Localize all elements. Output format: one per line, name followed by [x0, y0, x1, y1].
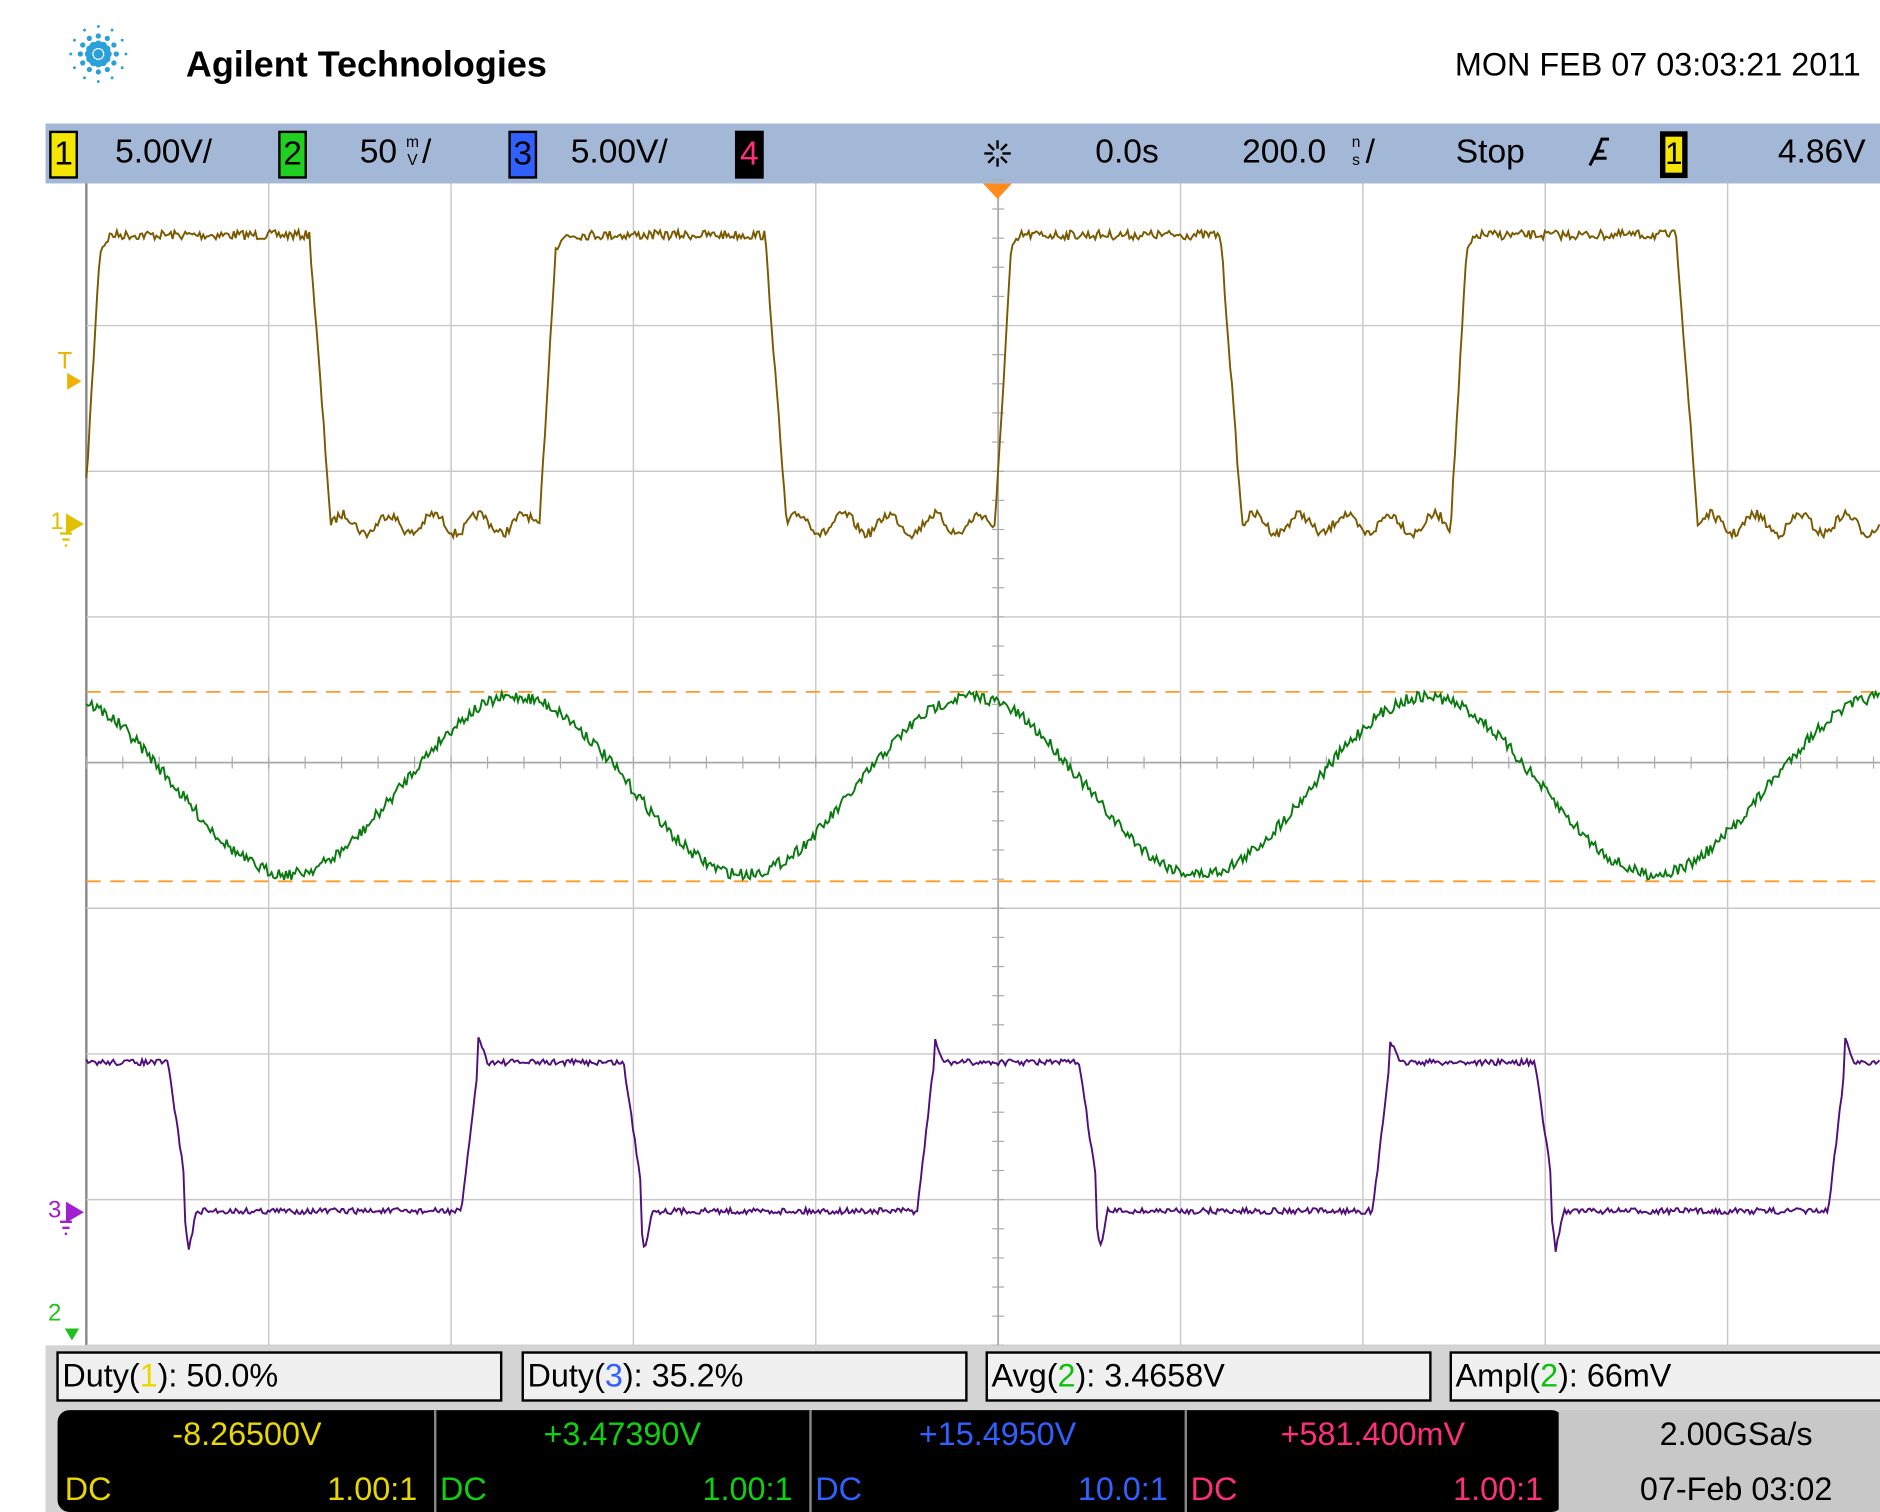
sample-rate: 2.00GSa/s [1660, 1416, 1813, 1452]
logo-dot [87, 36, 92, 41]
ch1-number: 1 [54, 136, 73, 173]
time-unit-top: n [1352, 134, 1361, 151]
ch3-scale: 5.00V/ [571, 133, 669, 170]
ch2-unit-top: m [406, 134, 419, 151]
logo-dot [105, 36, 110, 41]
measurement-result: ): 66mV [1558, 1357, 1672, 1393]
run-state[interactable]: Stop [1456, 133, 1525, 170]
ch2-unit-bottom: V [407, 152, 418, 169]
ch4-number: 4 [740, 136, 759, 173]
logo-dot [87, 67, 92, 72]
logo-dot [111, 42, 116, 47]
channel-probe: 1.00:1 [703, 1471, 793, 1507]
measurement-label: Duty( [528, 1357, 606, 1393]
logo-dot [69, 53, 72, 56]
logo-dot [103, 45, 111, 53]
measurement: Avg(2): 3.4658V [992, 1357, 1226, 1393]
logo-dot [97, 25, 100, 28]
measurement-channel: 3 [605, 1357, 623, 1393]
measurement-result: ): 3.4658V [1076, 1357, 1226, 1393]
time-unit-bottom: s [1352, 152, 1360, 169]
ch2-suffix: / [422, 133, 432, 170]
channel-coupling: DC [440, 1471, 487, 1507]
ch2-scale: 50 [360, 133, 397, 170]
measurement-label: Ampl( [1456, 1357, 1541, 1393]
logo-dot [96, 69, 101, 74]
trigger-level: 4.86V [1778, 133, 1866, 170]
logo-dot [96, 33, 101, 38]
logo-dot [111, 60, 116, 65]
measurement: Duty(1): 50.0% [62, 1357, 278, 1393]
datetime: MON FEB 07 03:03:21 2011 [1455, 47, 1861, 83]
logo-dot [111, 29, 114, 32]
channel-probe: 1.00:1 [1453, 1471, 1543, 1507]
page: Agilent Technologies MON FEB 07 03:03:21… [0, 0, 1880, 1512]
scope-screen: Agilent Technologies MON FEB 07 03:03:21… [0, 0, 1880, 1512]
measurement-channel: 2 [1058, 1357, 1076, 1393]
logo-dot [83, 29, 86, 32]
ch3-number: 3 [513, 136, 532, 173]
measurement: Duty(3): 35.2% [528, 1357, 744, 1393]
measurement-label: Duty( [62, 1357, 140, 1393]
measurement: Ampl(2): 66mV [1456, 1357, 1672, 1393]
channel-value: +3.47390V [544, 1416, 702, 1452]
logo-dot [121, 66, 124, 69]
ch2-ground-marker: 2 [48, 1299, 61, 1326]
measurement-result: ): 50.0% [158, 1357, 279, 1393]
brand: Agilent Technologies [186, 44, 547, 85]
channel-coupling: DC [1191, 1471, 1238, 1507]
measurement-channel: 2 [1540, 1357, 1558, 1393]
logo-dot [97, 80, 100, 83]
time-suffix: / [1366, 133, 1376, 170]
channel-value: -8.26500V [172, 1416, 322, 1452]
channel-value: +15.4950V [919, 1416, 1077, 1452]
trigger-source: 1 [1665, 136, 1682, 171]
logo-dot [73, 66, 76, 69]
background [0, 0, 1880, 1512]
measurement-result: ): 35.2% [623, 1357, 744, 1393]
logo-dot [124, 53, 127, 56]
time-delay: 0.0s [1095, 133, 1158, 170]
channel-bar [46, 124, 1880, 184]
logo-dot [78, 51, 83, 56]
logo-dot [111, 76, 114, 79]
channel-probe: 1.00:1 [327, 1471, 417, 1507]
ch1-ground-marker: 1 [50, 508, 63, 535]
channel-probe: 10.0:1 [1078, 1471, 1168, 1507]
logo-dot [80, 42, 85, 47]
ch2-number: 2 [283, 136, 302, 173]
logo-dot [83, 76, 86, 79]
ch1-scale: 5.00V/ [115, 133, 213, 170]
logo-dot [105, 67, 110, 72]
channel-coupling: DC [815, 1471, 862, 1507]
logo-dot [94, 49, 104, 59]
time-scale: 200.0 [1242, 133, 1326, 170]
logo-dot [80, 60, 85, 65]
logo-dot [73, 39, 76, 42]
channel-value: +581.400mV [1281, 1416, 1466, 1452]
ch3-ground-marker: 3 [48, 1196, 61, 1223]
trigger-level-marker: T [58, 347, 73, 374]
measurement-label: Avg( [992, 1357, 1058, 1393]
logo-dot [114, 51, 119, 56]
logo-dot [121, 39, 124, 42]
measurement-channel: 1 [140, 1357, 158, 1393]
acquisition-date: 07-Feb 03:02 [1640, 1471, 1832, 1507]
channel-coupling: DC [65, 1471, 112, 1507]
